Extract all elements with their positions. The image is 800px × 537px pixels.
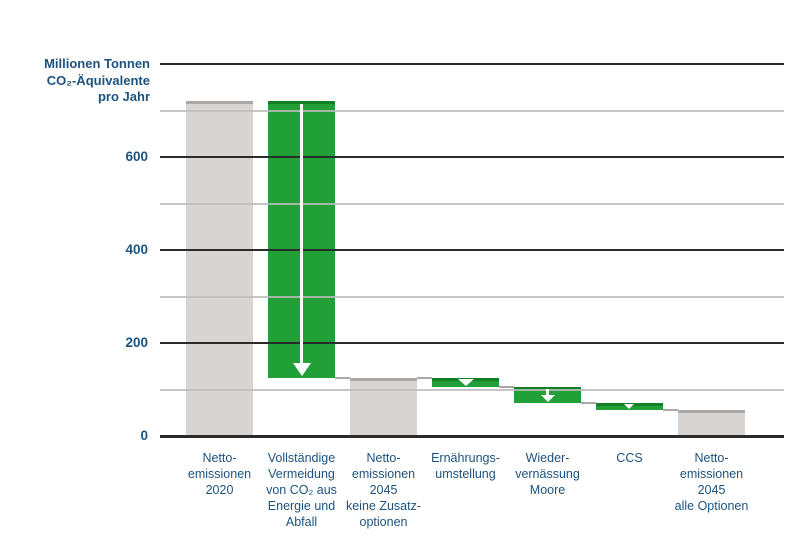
bar-2 [350, 377, 417, 436]
x-label-1-line-3: Energie und [267, 499, 336, 513]
y-axis-title-line-1: Millionen Tonnen [44, 56, 150, 71]
gridline-400 [160, 249, 784, 251]
x-label-4-line-1: vernässung [515, 467, 580, 481]
x-label-2-line-4: optionen [359, 515, 408, 529]
gridline-300 [160, 295, 784, 298]
arrow-down-icon [624, 404, 634, 410]
x-label-1-line-0: Vollständige [267, 451, 336, 465]
x-label-3-line-0: Ernährungs- [431, 451, 500, 465]
gridline-0 [160, 435, 784, 438]
x-label-5: CCS [570, 450, 690, 466]
x-label-0-line-1: emissionen [187, 467, 252, 481]
x-label-1-line-2: von CO₂ aus [266, 483, 337, 497]
y-axis-title-line-2: CO₂-Äquivalente [46, 72, 150, 88]
gridline-500 [160, 202, 784, 205]
x-label-6-line-1: emissionen [679, 467, 744, 481]
gridline-800 [160, 63, 784, 65]
x-label-2-line-1: emissionen [351, 467, 416, 481]
connector-line [663, 409, 678, 412]
arrow-down-icon [540, 394, 555, 402]
arrow-down-icon [546, 389, 549, 395]
gridline-200 [160, 342, 784, 344]
gridline-100 [160, 388, 784, 391]
bar-top-edge-6 [678, 410, 745, 414]
bar-top-edge-5 [596, 402, 663, 406]
bar-0 [186, 101, 253, 436]
connector-line [417, 376, 432, 379]
connector-line [581, 401, 596, 404]
arrow-down-icon [292, 362, 311, 376]
arrow-down-icon [300, 104, 303, 363]
x-label-3-line-1: umstellung [435, 467, 496, 481]
x-label-3: Ernährungs-umstellung [406, 450, 526, 482]
x-label-0-line-2: 2020 [205, 483, 234, 497]
x-label-0-line-0: Netto- [202, 451, 237, 465]
y-axis-title: Millionen Tonnen CO₂-Äquivalente pro Jah… [0, 56, 150, 106]
x-label-2-line-3: keine Zusatz- [345, 499, 422, 513]
x-label-4-line-0: Wieder- [525, 451, 570, 465]
y-tick-label-600: 600 [125, 149, 148, 164]
bar-top-edge-0 [186, 101, 253, 105]
x-label-1: Vollständige Vermeidung von CO₂ aus Energie… [242, 450, 362, 530]
x-label-6-line-2: 2045 [697, 483, 726, 497]
y-tick-label-0: 0 [140, 428, 148, 443]
x-label-5-line-0: CCS [616, 451, 643, 465]
connector-line [499, 386, 514, 389]
y-axis-title-line-3: pro Jahr [97, 89, 150, 104]
x-label-1-line-4: Abfall [285, 515, 318, 529]
gridline-600 [160, 156, 784, 158]
x-label-4-line-2: Moore [529, 483, 566, 497]
x-label-6-line-3: alle Optionen [674, 499, 749, 513]
x-label-2-line-2: 2045 [369, 483, 398, 497]
bar-top-edge-1 [268, 101, 335, 105]
x-label-2-line-0: Netto- [366, 451, 401, 465]
gridline-700 [160, 109, 784, 112]
connector-line [335, 376, 350, 379]
y-tick-label-400: 400 [125, 242, 148, 257]
bar-top-edge-2 [350, 377, 417, 381]
x-label-6: Netto-emissionen 2045 alle Optionen [652, 450, 772, 514]
x-label-6-line-0: Netto- [694, 451, 729, 465]
bar-6 [678, 410, 745, 436]
y-tick-label-200: 200 [125, 335, 148, 350]
arrow-down-icon [457, 378, 474, 386]
x-label-2: Netto-emissionen 2045 keine Zusatz-optione… [324, 450, 444, 530]
x-label-0: Netto-emissionen 2020 [160, 450, 280, 498]
x-label-4: Wieder-vernässung Moore [488, 450, 608, 498]
x-label-1-line-1: Vermeidung [268, 467, 335, 481]
